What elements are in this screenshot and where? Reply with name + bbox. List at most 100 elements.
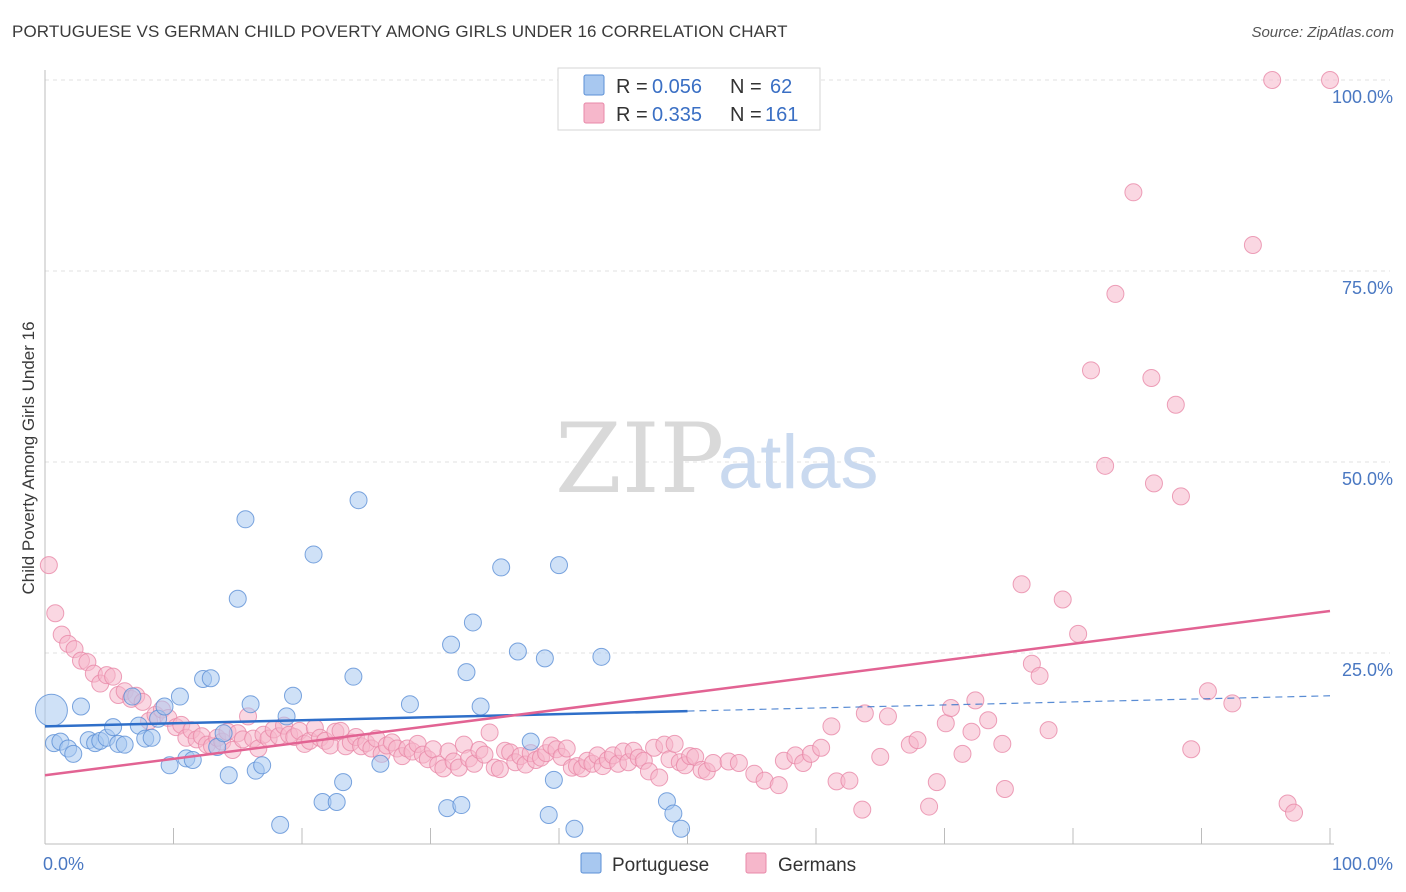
portuguese-point: [672, 819, 691, 838]
german-point: [812, 738, 831, 757]
german-point: [871, 747, 890, 766]
german-point: [650, 768, 669, 787]
portuguese-series-label: Portuguese: [612, 855, 709, 876]
german-point: [953, 744, 972, 763]
portuguese-point: [183, 750, 202, 769]
german-point: [908, 731, 927, 750]
german-point: [1039, 721, 1058, 740]
germans-legend-swatch: [583, 102, 605, 124]
german-point: [936, 714, 955, 733]
portuguese-point: [123, 687, 142, 706]
german-point: [1198, 682, 1217, 701]
portuguese-trend-line: [44, 709, 688, 728]
portuguese-point: [664, 804, 683, 823]
portuguese-r-label: R =: [616, 76, 648, 98]
portuguese-n-value: 62: [770, 76, 792, 98]
portuguese-point: [442, 635, 461, 654]
german-point: [966, 691, 985, 710]
german-point: [424, 740, 443, 759]
german-point: [1166, 395, 1185, 414]
portuguese-point: [142, 728, 161, 747]
german-point: [1106, 284, 1125, 303]
german-point: [1321, 71, 1339, 89]
y-tick-labels: 25.0% 50.0% 75.0% 100.0%: [1332, 87, 1393, 680]
portuguese-point: [334, 773, 353, 792]
german-point: [840, 771, 859, 790]
portuguese-point: [371, 754, 390, 773]
german-point: [1142, 368, 1161, 387]
portuguese-point: [452, 796, 471, 815]
german-point: [1182, 740, 1201, 759]
german-point: [1243, 236, 1262, 255]
german-point: [855, 704, 874, 723]
german-point: [995, 779, 1014, 798]
gridlines: [45, 79, 1390, 654]
germans-trend-line: [44, 609, 1331, 777]
german-point: [104, 667, 123, 686]
series-legend: Portuguese Germans: [580, 852, 856, 876]
portuguese-point: [592, 647, 611, 666]
portuguese-point: [521, 732, 540, 751]
german-point: [1124, 183, 1143, 202]
portuguese-point: [565, 819, 584, 838]
y-tick-label: 25.0%: [1342, 660, 1393, 680]
german-point: [1223, 694, 1242, 713]
portuguese-legend-swatch: [583, 74, 605, 96]
german-point: [941, 699, 960, 718]
german-point: [480, 723, 499, 742]
portuguese-point: [492, 558, 511, 577]
germans-series-swatch: [745, 852, 767, 874]
portuguese-point: [34, 693, 68, 727]
german-point: [1030, 666, 1049, 685]
watermark-atlas: atlas: [718, 420, 879, 505]
portuguese-point: [115, 735, 134, 754]
german-point: [993, 734, 1012, 753]
german-point: [878, 707, 897, 726]
german-point: [979, 711, 998, 730]
germans-n-label: N =: [730, 104, 762, 126]
german-point: [729, 754, 748, 773]
portuguese-point: [228, 589, 247, 608]
portuguese-point: [471, 697, 490, 716]
y-axis-label: Child Poverty Among Girls Under 16: [19, 321, 38, 594]
german-point: [853, 800, 872, 819]
portuguese-point: [253, 756, 272, 775]
portuguese-point: [277, 707, 296, 726]
german-point: [1069, 624, 1088, 643]
german-point: [704, 754, 723, 773]
german-point: [665, 734, 684, 753]
portuguese-point: [241, 695, 260, 714]
portuguese-point: [104, 718, 123, 737]
portuguese-point: [344, 667, 363, 686]
portuguese-point: [284, 686, 303, 705]
germans-r-value: 0.335: [652, 104, 702, 126]
chart-source: Source: ZipAtlas.com: [1251, 24, 1394, 41]
x-tick-labels: 0.0% 100.0%: [43, 854, 1393, 874]
portuguese-point: [236, 510, 255, 529]
portuguese-r-value: 0.056: [652, 76, 702, 98]
x-tick-label: 0.0%: [43, 854, 84, 874]
german-point: [822, 717, 841, 736]
portuguese-n-label: N =: [730, 76, 762, 98]
german-point: [1096, 456, 1115, 475]
portuguese-point: [544, 770, 563, 789]
germans-r-label: R =: [616, 104, 648, 126]
portuguese-point: [535, 649, 554, 668]
portuguese-point: [400, 695, 419, 714]
stats-legend: R = 0.056 N = 62 R = 0.335 N = 161: [557, 67, 821, 131]
y-tick-label: 75.0%: [1342, 278, 1393, 298]
german-point: [490, 760, 509, 779]
portuguese-point: [508, 642, 527, 661]
portuguese-point: [457, 663, 476, 682]
german-point: [557, 739, 576, 758]
portuguese-point: [201, 669, 220, 688]
portuguese-point: [64, 744, 83, 763]
portuguese-point: [304, 545, 323, 564]
y-tick-label: 50.0%: [1342, 469, 1393, 489]
german-point: [39, 556, 58, 575]
german-point: [1012, 575, 1031, 594]
portuguese-point: [463, 613, 482, 632]
portuguese-series-swatch: [580, 852, 602, 874]
portuguese-point: [71, 697, 90, 716]
trend-lines: [44, 609, 1331, 777]
